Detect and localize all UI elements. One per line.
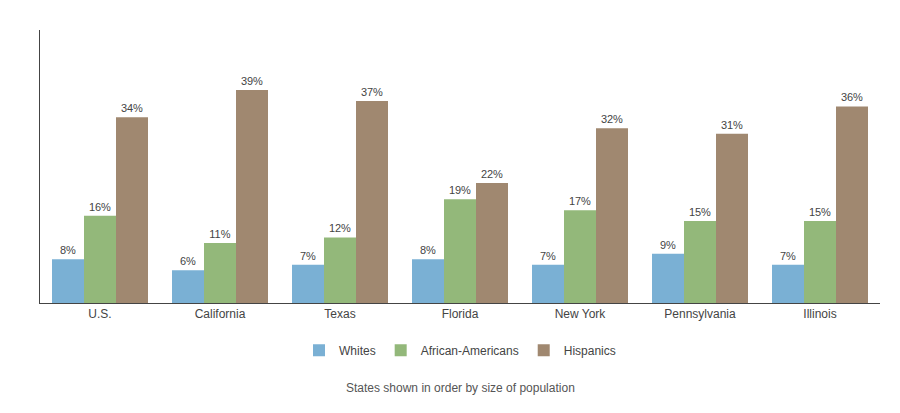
svg-text:19%: 19% <box>449 184 471 196</box>
svg-text:37%: 37% <box>361 86 383 98</box>
svg-text:11%: 11% <box>209 228 230 240</box>
svg-text:7%: 7% <box>300 250 316 262</box>
svg-text:Illinois: Illinois <box>803 307 836 321</box>
svg-text:Pennsylvania: Pennsylvania <box>664 307 736 321</box>
svg-text:16%: 16% <box>89 201 111 213</box>
svg-text:34%: 34% <box>121 102 143 114</box>
svg-text:22%: 22% <box>481 168 503 180</box>
svg-text:8%: 8% <box>420 244 436 256</box>
svg-text:Hispanics: Hispanics <box>564 344 616 358</box>
svg-text:Whites: Whites <box>339 344 376 358</box>
svg-text:39%: 39% <box>241 75 263 87</box>
svg-text:6%: 6% <box>180 255 196 267</box>
svg-text:7%: 7% <box>780 250 796 262</box>
svg-text:15%: 15% <box>689 206 711 218</box>
svg-text:New York: New York <box>555 307 607 321</box>
svg-text:31%: 31% <box>721 119 743 131</box>
svg-text:12%: 12% <box>329 222 351 234</box>
svg-text:32%: 32% <box>601 113 623 125</box>
svg-text:7%: 7% <box>540 250 556 262</box>
svg-text:15%: 15% <box>809 206 831 218</box>
svg-text:Texas: Texas <box>324 307 355 321</box>
svg-text:9%: 9% <box>660 239 676 251</box>
svg-text:African-Americans: African-Americans <box>421 344 519 358</box>
svg-text:36%: 36% <box>841 91 863 103</box>
svg-text:Florida: Florida <box>442 307 479 321</box>
svg-text:U.S.: U.S. <box>88 307 111 321</box>
svg-text:States shown in order by size: States shown in order by size of populat… <box>346 381 575 395</box>
svg-text:8%: 8% <box>60 244 76 256</box>
svg-text:17%: 17% <box>569 195 591 207</box>
svg-text:California: California <box>195 307 246 321</box>
